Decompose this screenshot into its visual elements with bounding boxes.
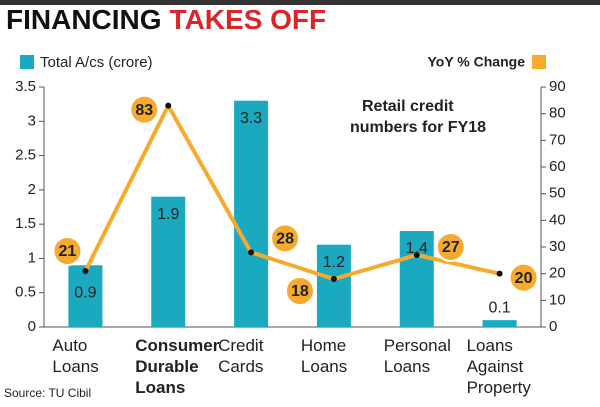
source: Source: TU Cibil [4, 386, 91, 400]
x-tick-label: Personal Loans [384, 336, 451, 376]
line-value-label: 83 [135, 102, 153, 119]
value-badge [129, 94, 160, 125]
line-value-label: 20 [515, 270, 533, 287]
y2-tick-label: 60 [549, 158, 566, 175]
annotation-line: Retail credit [362, 98, 454, 115]
chart-title: FINANCING TAKES OFF [6, 4, 326, 35]
legend-label: YoY % Change [427, 54, 525, 70]
line-point [330, 276, 337, 282]
x-tick-label-line: Loans [52, 357, 98, 376]
x-tick-label-line: Loans [135, 378, 185, 397]
line-point [496, 270, 503, 277]
x-tick-label-line: Cards [218, 357, 263, 376]
line-value-label: 21 [59, 243, 77, 260]
bar [399, 231, 434, 327]
y2-tick-label: 20 [549, 265, 566, 282]
bar [234, 100, 269, 327]
y2-tick-label: 80 [549, 105, 566, 122]
x-tick-label: Auto Loans [52, 336, 98, 376]
legend-swatch [532, 55, 546, 69]
y2-tick-label: 0 [549, 318, 557, 335]
line-point [413, 252, 420, 258]
value-badge [435, 232, 466, 262]
y2-tick-label: 70 [549, 131, 566, 148]
line-value-label: 18 [291, 283, 309, 300]
line-value-label: 27 [442, 239, 460, 256]
line-value-label: 28 [276, 231, 294, 248]
x-tick-label-line: Durable [135, 357, 198, 376]
bar-value-label: 0.1 [488, 299, 510, 316]
x-tick-label-line: Home [301, 336, 346, 355]
y-tick-label: 1.5 [15, 215, 36, 232]
bar [68, 265, 103, 327]
x-tick-label-line: Loans [301, 357, 347, 376]
legend-label: Total A/cs (crore) [40, 54, 153, 71]
top-rule [0, 0, 600, 5]
line-point [82, 268, 89, 274]
line-point [248, 249, 255, 256]
y2-tick-label: 50 [549, 185, 566, 202]
y-tick-label: 3.5 [15, 78, 36, 95]
x-tick-label-line: Consumer [135, 336, 219, 355]
bar-value-label: 0.9 [74, 285, 96, 302]
y2-tick-label: 40 [549, 211, 566, 228]
x-tick-label-line: Auto [52, 336, 87, 355]
bar-value-label: 1.9 [157, 206, 179, 223]
title-part: TAKES OFF [170, 4, 327, 35]
line-point [165, 102, 172, 109]
x-tick-label-line: Property [467, 378, 532, 397]
y-tick-label: 2 [28, 181, 36, 198]
legend-swatch [20, 55, 34, 69]
bar-value-label: 1.2 [323, 254, 345, 271]
x-tick-label-line: Credit [218, 336, 264, 355]
x-tick-label-line: Personal [384, 336, 451, 355]
bar [151, 196, 186, 327]
x-tick-label: Consumer Durable Loans [135, 336, 219, 397]
y2-tick-label: 90 [549, 78, 566, 95]
value-badge [270, 223, 301, 254]
y-tick-label: 1 [28, 249, 36, 266]
y-tick-label: 2.5 [15, 147, 36, 164]
annotation-line: numbers for FY18 [350, 119, 486, 136]
x-tick-label: Credit Cards [218, 336, 264, 376]
value-badge [284, 276, 315, 306]
x-tick-label-line: Against [467, 357, 524, 376]
bar-value-label: 1.4 [406, 240, 428, 257]
annotation: Retail credit numbers for FY18 [350, 98, 486, 136]
y-tick-label: 0.5 [15, 284, 36, 301]
value-badge [508, 262, 539, 293]
y2-tick-label: 30 [549, 238, 566, 255]
x-tick-label: Loans Against Property [467, 336, 532, 397]
bar [482, 320, 517, 327]
bar [316, 244, 351, 327]
line [83, 103, 501, 281]
x-tick-label-line: Loans [467, 336, 513, 355]
y2-tick-label: 10 [549, 291, 566, 308]
x-tick-label: Home Loans [301, 336, 347, 376]
value-badge [52, 236, 83, 266]
y-tick-label: 3 [28, 112, 36, 129]
x-tick-label-line: Loans [384, 357, 430, 376]
y-tick-label: 0 [28, 318, 36, 335]
title-part: FINANCING [6, 4, 162, 35]
bar-value-label: 3.3 [240, 110, 262, 127]
